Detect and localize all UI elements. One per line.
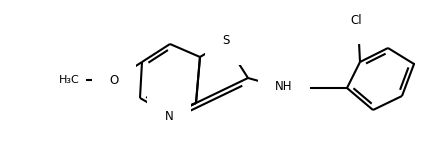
Text: Cl: Cl [433, 58, 434, 70]
Text: N: N [164, 110, 173, 124]
Text: O: O [109, 73, 118, 86]
Text: H₃C: H₃C [59, 75, 80, 85]
Text: NH: NH [275, 80, 293, 94]
Text: Cl: Cl [350, 13, 362, 27]
Text: S: S [222, 34, 230, 48]
